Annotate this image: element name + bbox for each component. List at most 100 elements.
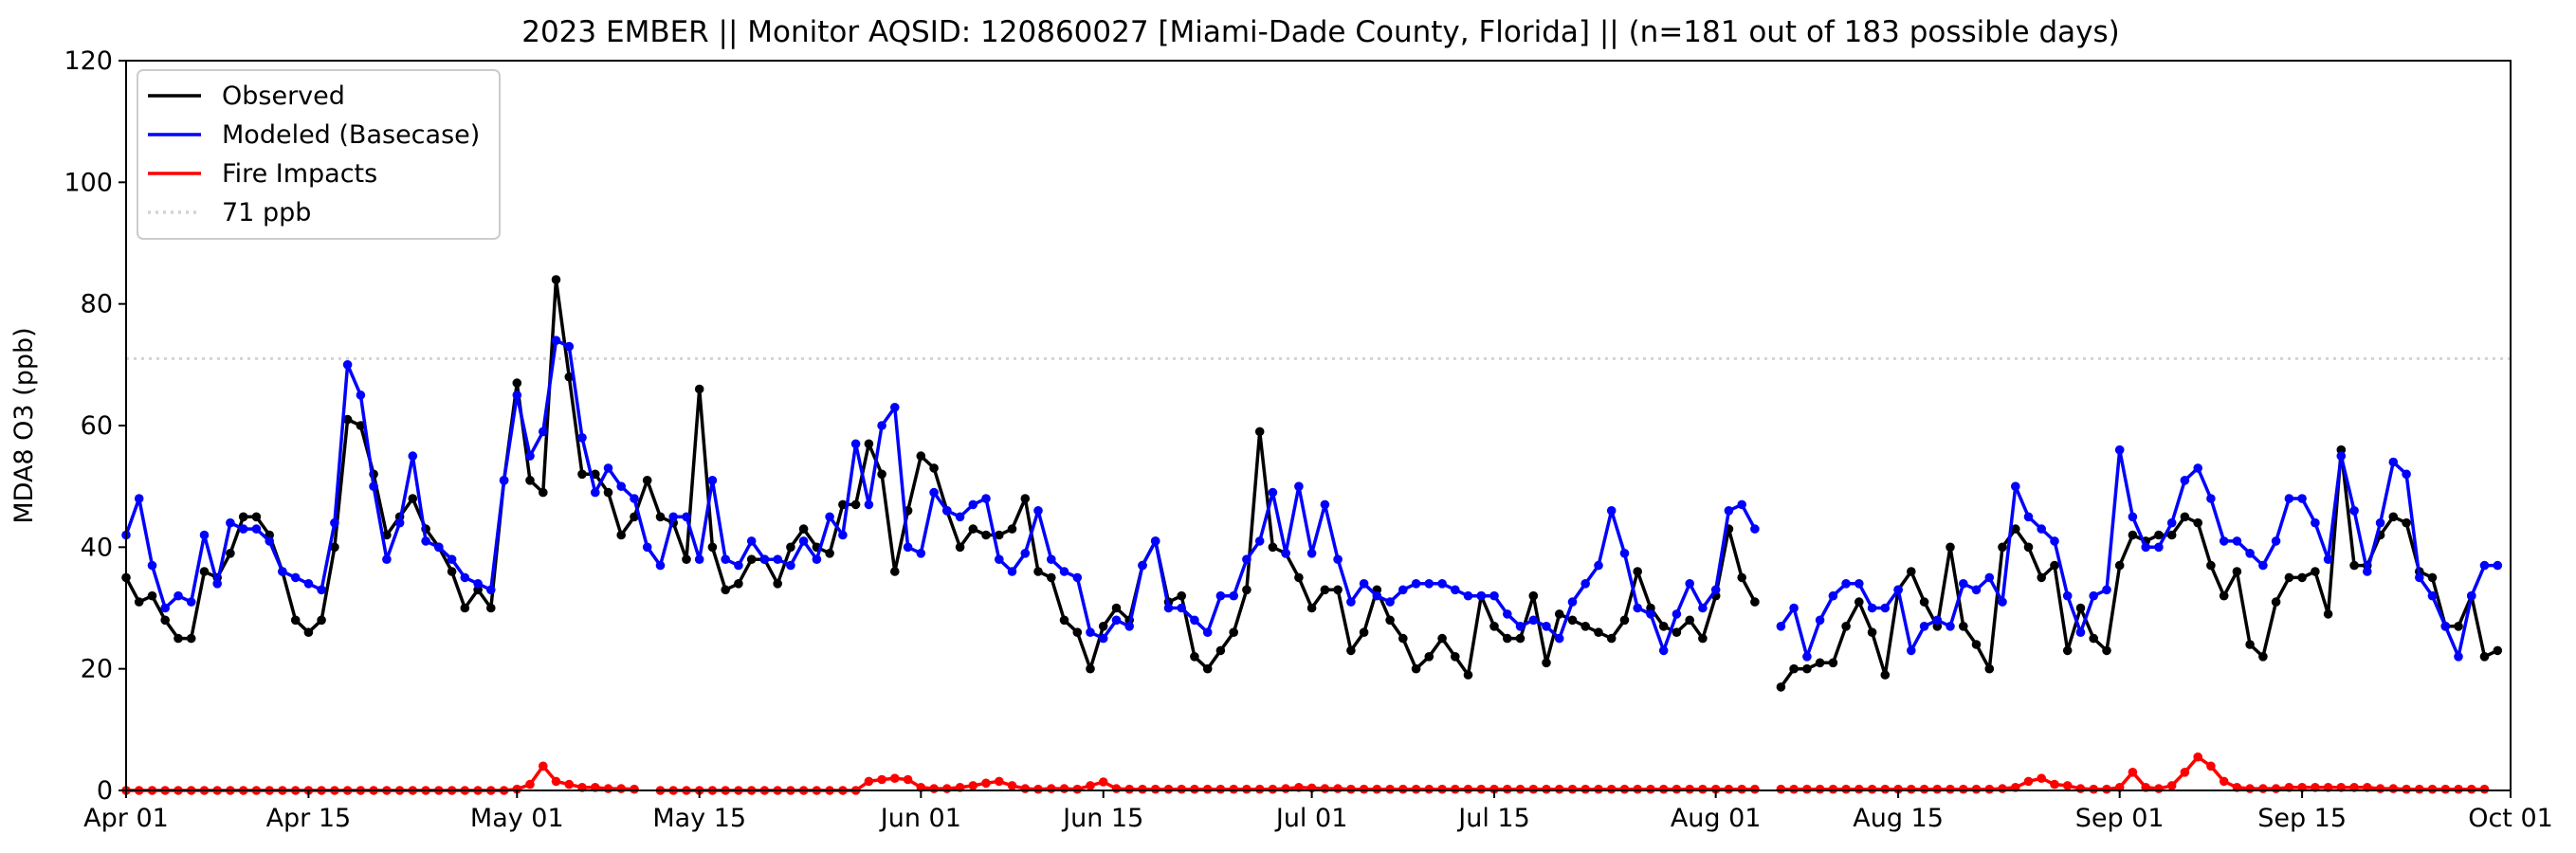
- data-point-observed: [1854, 597, 1864, 607]
- data-point-modeled-basecase: [1646, 609, 1655, 619]
- data-point-modeled-basecase: [1281, 549, 1290, 558]
- data-point-observed: [616, 530, 626, 540]
- data-point-fire-impacts: [942, 784, 952, 793]
- data-point-observed: [929, 463, 939, 473]
- data-point-fire-impacts: [1437, 784, 1447, 794]
- data-point-modeled-basecase: [1020, 549, 1031, 558]
- data-point-fire-impacts: [2050, 779, 2059, 789]
- data-point-modeled-basecase: [798, 536, 809, 546]
- data-point-observed: [1346, 645, 1356, 656]
- data-point-modeled-basecase: [968, 499, 978, 510]
- data-point-observed: [1737, 572, 1746, 583]
- data-point-observed: [655, 512, 666, 522]
- data-point-modeled-basecase: [1086, 627, 1095, 637]
- data-point-modeled-basecase: [2493, 560, 2503, 571]
- data-point-observed: [1867, 627, 1877, 637]
- data-point-observed: [2037, 572, 2046, 583]
- data-point-observed: [2454, 622, 2463, 631]
- data-point-fire-impacts: [1190, 784, 1199, 794]
- data-point-observed: [1385, 615, 1395, 626]
- data-point-fire-impacts: [551, 776, 561, 787]
- data-point-modeled-basecase: [1580, 579, 1590, 589]
- data-point-modeled-basecase: [2323, 554, 2333, 564]
- data-point-fire-impacts: [1724, 784, 1734, 794]
- data-point-fire-impacts: [1372, 784, 1382, 794]
- x-tick-label: Aug 15: [1853, 804, 1944, 833]
- data-point-observed: [2284, 572, 2294, 583]
- data-point-modeled-basecase: [1619, 549, 1630, 558]
- data-point-observed: [864, 439, 874, 449]
- data-point-fire-impacts: [1007, 781, 1017, 790]
- y-tick-label: 20: [81, 655, 113, 684]
- data-point-modeled-basecase: [955, 512, 965, 522]
- chart-title: 2023 EMBER || Monitor AQSID: 120860027 […: [521, 15, 2120, 49]
- data-point-modeled-basecase: [382, 554, 392, 564]
- data-point-fire-impacts: [1998, 784, 2007, 793]
- data-point-modeled-basecase: [421, 536, 430, 546]
- data-point-modeled-basecase: [1984, 572, 1995, 583]
- data-point-modeled-basecase: [1072, 572, 1083, 583]
- data-point-observed: [2193, 517, 2202, 528]
- data-point-modeled-basecase: [1385, 597, 1395, 607]
- data-point-observed: [525, 476, 535, 485]
- data-point-modeled-basecase: [1437, 579, 1447, 589]
- data-point-observed: [539, 487, 548, 498]
- data-point-fire-impacts: [1672, 784, 1682, 794]
- data-point-fire-impacts: [1476, 784, 1487, 794]
- data-point-fire-impacts: [2166, 781, 2177, 790]
- data-point-observed: [1306, 603, 1317, 613]
- data-point-fire-impacts: [1567, 784, 1578, 794]
- data-point-observed: [1333, 585, 1343, 595]
- data-point-observed: [356, 421, 366, 430]
- data-point-observed: [1489, 622, 1499, 631]
- data-point-modeled-basecase: [408, 451, 418, 461]
- data-point-modeled-basecase: [1737, 499, 1746, 510]
- data-point-fire-impacts: [1346, 784, 1356, 794]
- data-point-fire-impacts: [1854, 784, 1864, 794]
- data-point-observed: [1619, 615, 1630, 626]
- data-point-modeled-basecase: [1177, 603, 1186, 613]
- data-point-fire-impacts: [2128, 768, 2138, 777]
- data-point-observed: [251, 512, 262, 522]
- data-point-modeled-basecase: [942, 506, 952, 516]
- data-point-fire-impacts: [1215, 784, 1226, 794]
- data-point-modeled-basecase: [1815, 615, 1825, 626]
- data-point-fire-impacts: [2245, 784, 2255, 793]
- data-point-observed: [2050, 560, 2059, 571]
- data-point-observed: [1946, 542, 1955, 553]
- data-point-modeled-basecase: [2271, 536, 2281, 546]
- data-point-fire-impacts: [1320, 784, 1330, 793]
- data-point-modeled-basecase: [1489, 590, 1499, 601]
- data-point-modeled-basecase: [1880, 603, 1891, 613]
- data-point-observed: [1398, 633, 1408, 644]
- legend: Observed Modeled (Basecase) Fire Impacts 71…: [137, 69, 501, 240]
- data-point-fire-impacts: [981, 778, 991, 789]
- data-point-fire-impacts: [1177, 784, 1186, 794]
- data-point-modeled-basecase: [1333, 554, 1343, 564]
- data-point-observed: [1633, 567, 1642, 576]
- data-point-modeled-basecase: [850, 439, 861, 449]
- data-point-observed: [1658, 622, 1669, 631]
- data-point-observed: [707, 542, 718, 553]
- data-point-fire-impacts: [877, 774, 886, 785]
- data-point-observed: [2075, 603, 2086, 613]
- data-point-modeled-basecase: [499, 476, 509, 485]
- data-point-modeled-basecase: [2427, 590, 2438, 601]
- data-point-fire-impacts: [1907, 784, 1916, 794]
- data-point-observed: [2258, 652, 2268, 662]
- data-point-observed: [1359, 627, 1369, 637]
- data-point-fire-impacts: [1072, 784, 1083, 794]
- data-point-modeled-basecase: [1138, 560, 1147, 571]
- data-point-modeled-basecase: [2141, 542, 2150, 553]
- data-point-observed: [460, 603, 470, 613]
- data-point-observed: [1515, 633, 1526, 644]
- data-point-modeled-basecase: [238, 524, 248, 534]
- data-point-observed: [408, 494, 418, 503]
- data-point-modeled-basecase: [1528, 615, 1539, 626]
- data-point-fire-impacts: [1789, 784, 1799, 794]
- data-point-fire-impacts: [2219, 776, 2229, 787]
- data-point-modeled-basecase: [434, 542, 444, 553]
- data-point-fire-impacts: [2440, 784, 2451, 794]
- data-point-modeled-basecase: [759, 554, 770, 564]
- data-point-fire-impacts: [1098, 777, 1108, 787]
